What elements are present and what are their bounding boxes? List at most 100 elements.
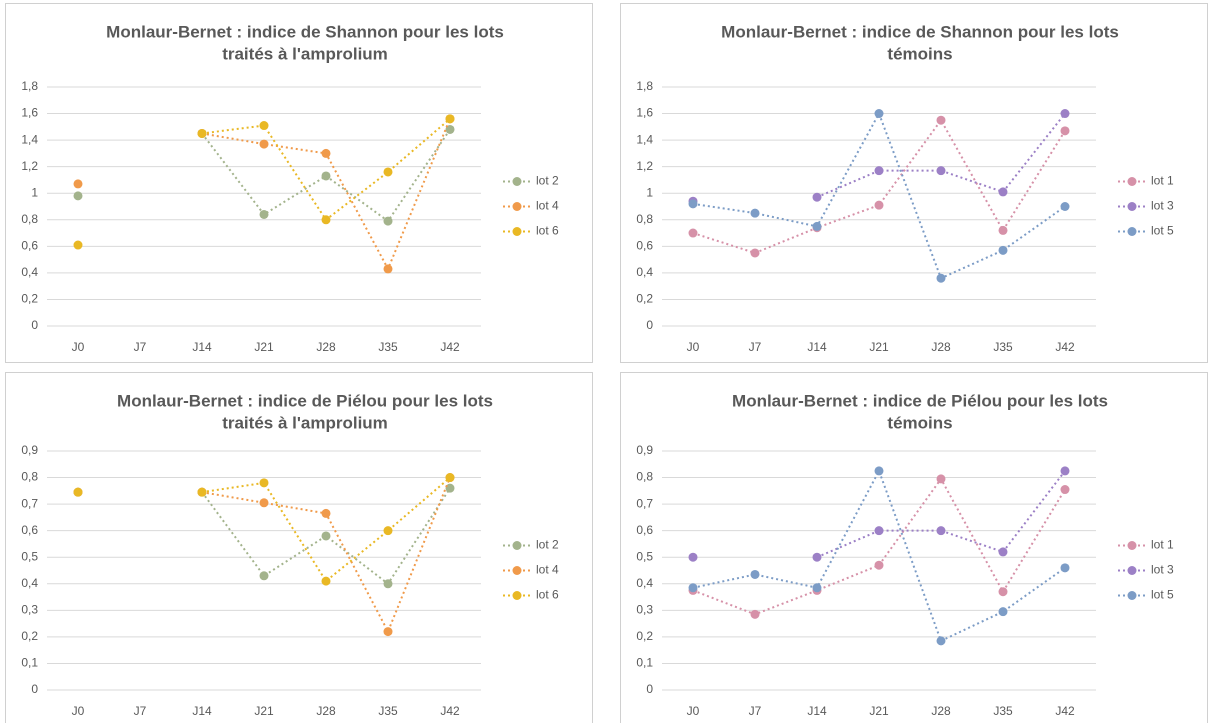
data-point [688,228,698,238]
y-tick-label: 1,4 [21,132,38,146]
y-tick-label: 1,8 [21,79,38,93]
data-point [936,526,946,536]
chart-title: Monlaur-Bernet : indice de Shannon pour … [106,22,504,41]
y-tick-label: 0,6 [21,523,38,537]
y-tick-label: 0,3 [636,603,653,617]
data-point [1060,126,1070,136]
data-point [936,474,946,484]
data-point [73,179,83,189]
data-point [383,264,393,274]
panel-border [5,3,593,363]
data-point [812,221,822,231]
x-tick-label: J7 [749,704,762,718]
data-point [259,478,269,488]
data-point [197,487,207,497]
x-tick-label: J7 [749,340,762,354]
data-point [1060,563,1070,573]
data-point [874,166,884,176]
data-point [874,466,884,476]
y-tick-label: 1,8 [636,79,653,93]
data-point [812,552,822,562]
x-tick-label: J35 [378,704,398,718]
y-tick-label: 0,2 [21,292,38,306]
legend-label: lot 1 [1151,174,1174,188]
legend-label: lot 3 [1151,563,1174,577]
y-tick-label: 0,8 [636,470,653,484]
data-point [1060,109,1070,119]
y-tick-label: 0,4 [636,576,653,590]
data-point [73,240,83,250]
chart-title: Monlaur-Bernet : indice de Piélou pour l… [732,391,1108,410]
data-point [812,583,822,593]
data-point [259,571,269,581]
x-tick-label: J35 [993,704,1013,718]
x-tick-label: J42 [440,704,460,718]
legend-marker [1127,227,1137,236]
y-tick-label: 0,6 [636,523,653,537]
data-point [750,569,760,579]
x-tick-label: J14 [192,704,212,718]
y-tick-label: 0,1 [636,656,653,670]
y-tick-label: 0,4 [636,265,653,279]
y-tick-label: 1 [646,185,653,199]
legend-marker [512,591,522,600]
legend-marker [512,227,522,236]
data-point [750,248,760,258]
y-tick-label: 0,2 [21,629,38,643]
x-tick-label: J28 [931,704,951,718]
x-tick-label: J0 [687,704,700,718]
data-point [750,609,760,619]
y-tick-label: 0,9 [21,443,38,457]
legend-marker [512,202,522,211]
data-point [259,121,269,131]
data-point [321,531,331,541]
data-point [688,583,698,593]
data-point [73,487,83,497]
y-tick-label: 0,5 [636,549,653,563]
legend-label: lot 2 [536,174,559,188]
x-tick-label: J14 [807,340,827,354]
data-point [874,109,884,119]
chart-panel: Monlaur-Bernet : indice de Piélou pour l… [5,372,593,723]
data-point [1060,466,1070,476]
legend-marker [512,566,522,575]
data-point [321,148,331,158]
data-point [998,225,1008,235]
y-tick-label: 0,1 [21,656,38,670]
y-tick-label: 1,2 [21,159,38,173]
data-point [383,167,393,177]
data-point [998,245,1008,255]
chart-title: Monlaur-Bernet : indice de Piélou pour l… [117,391,493,410]
data-point [936,166,946,176]
legend-marker [512,177,522,186]
x-tick-label: J0 [72,340,85,354]
y-tick-label: 0 [31,682,38,696]
data-point [445,124,455,134]
panel-border [620,372,1208,723]
legend-label: lot 5 [1151,224,1174,238]
x-tick-label: J21 [869,340,889,354]
y-tick-label: 0,4 [21,576,38,590]
data-point [73,191,83,201]
chart-panel: Monlaur-Bernet : indice de Shannon pour … [620,3,1208,363]
data-point [383,579,393,589]
x-tick-label: J28 [316,704,336,718]
legend-label: lot 3 [1151,199,1174,213]
data-point [383,627,393,637]
y-tick-label: 0,9 [636,443,653,457]
data-point [936,115,946,125]
series-line [201,476,451,583]
chart-title: témoins [887,413,952,432]
data-point [259,209,269,219]
data-point [998,187,1008,197]
data-point [321,576,331,586]
data-point [750,208,760,218]
x-tick-label: J14 [807,704,827,718]
data-point [445,473,455,483]
legend-marker [512,541,522,550]
data-point [874,526,884,536]
y-tick-label: 0,2 [636,629,653,643]
data-point [936,273,946,283]
data-point [383,216,393,226]
